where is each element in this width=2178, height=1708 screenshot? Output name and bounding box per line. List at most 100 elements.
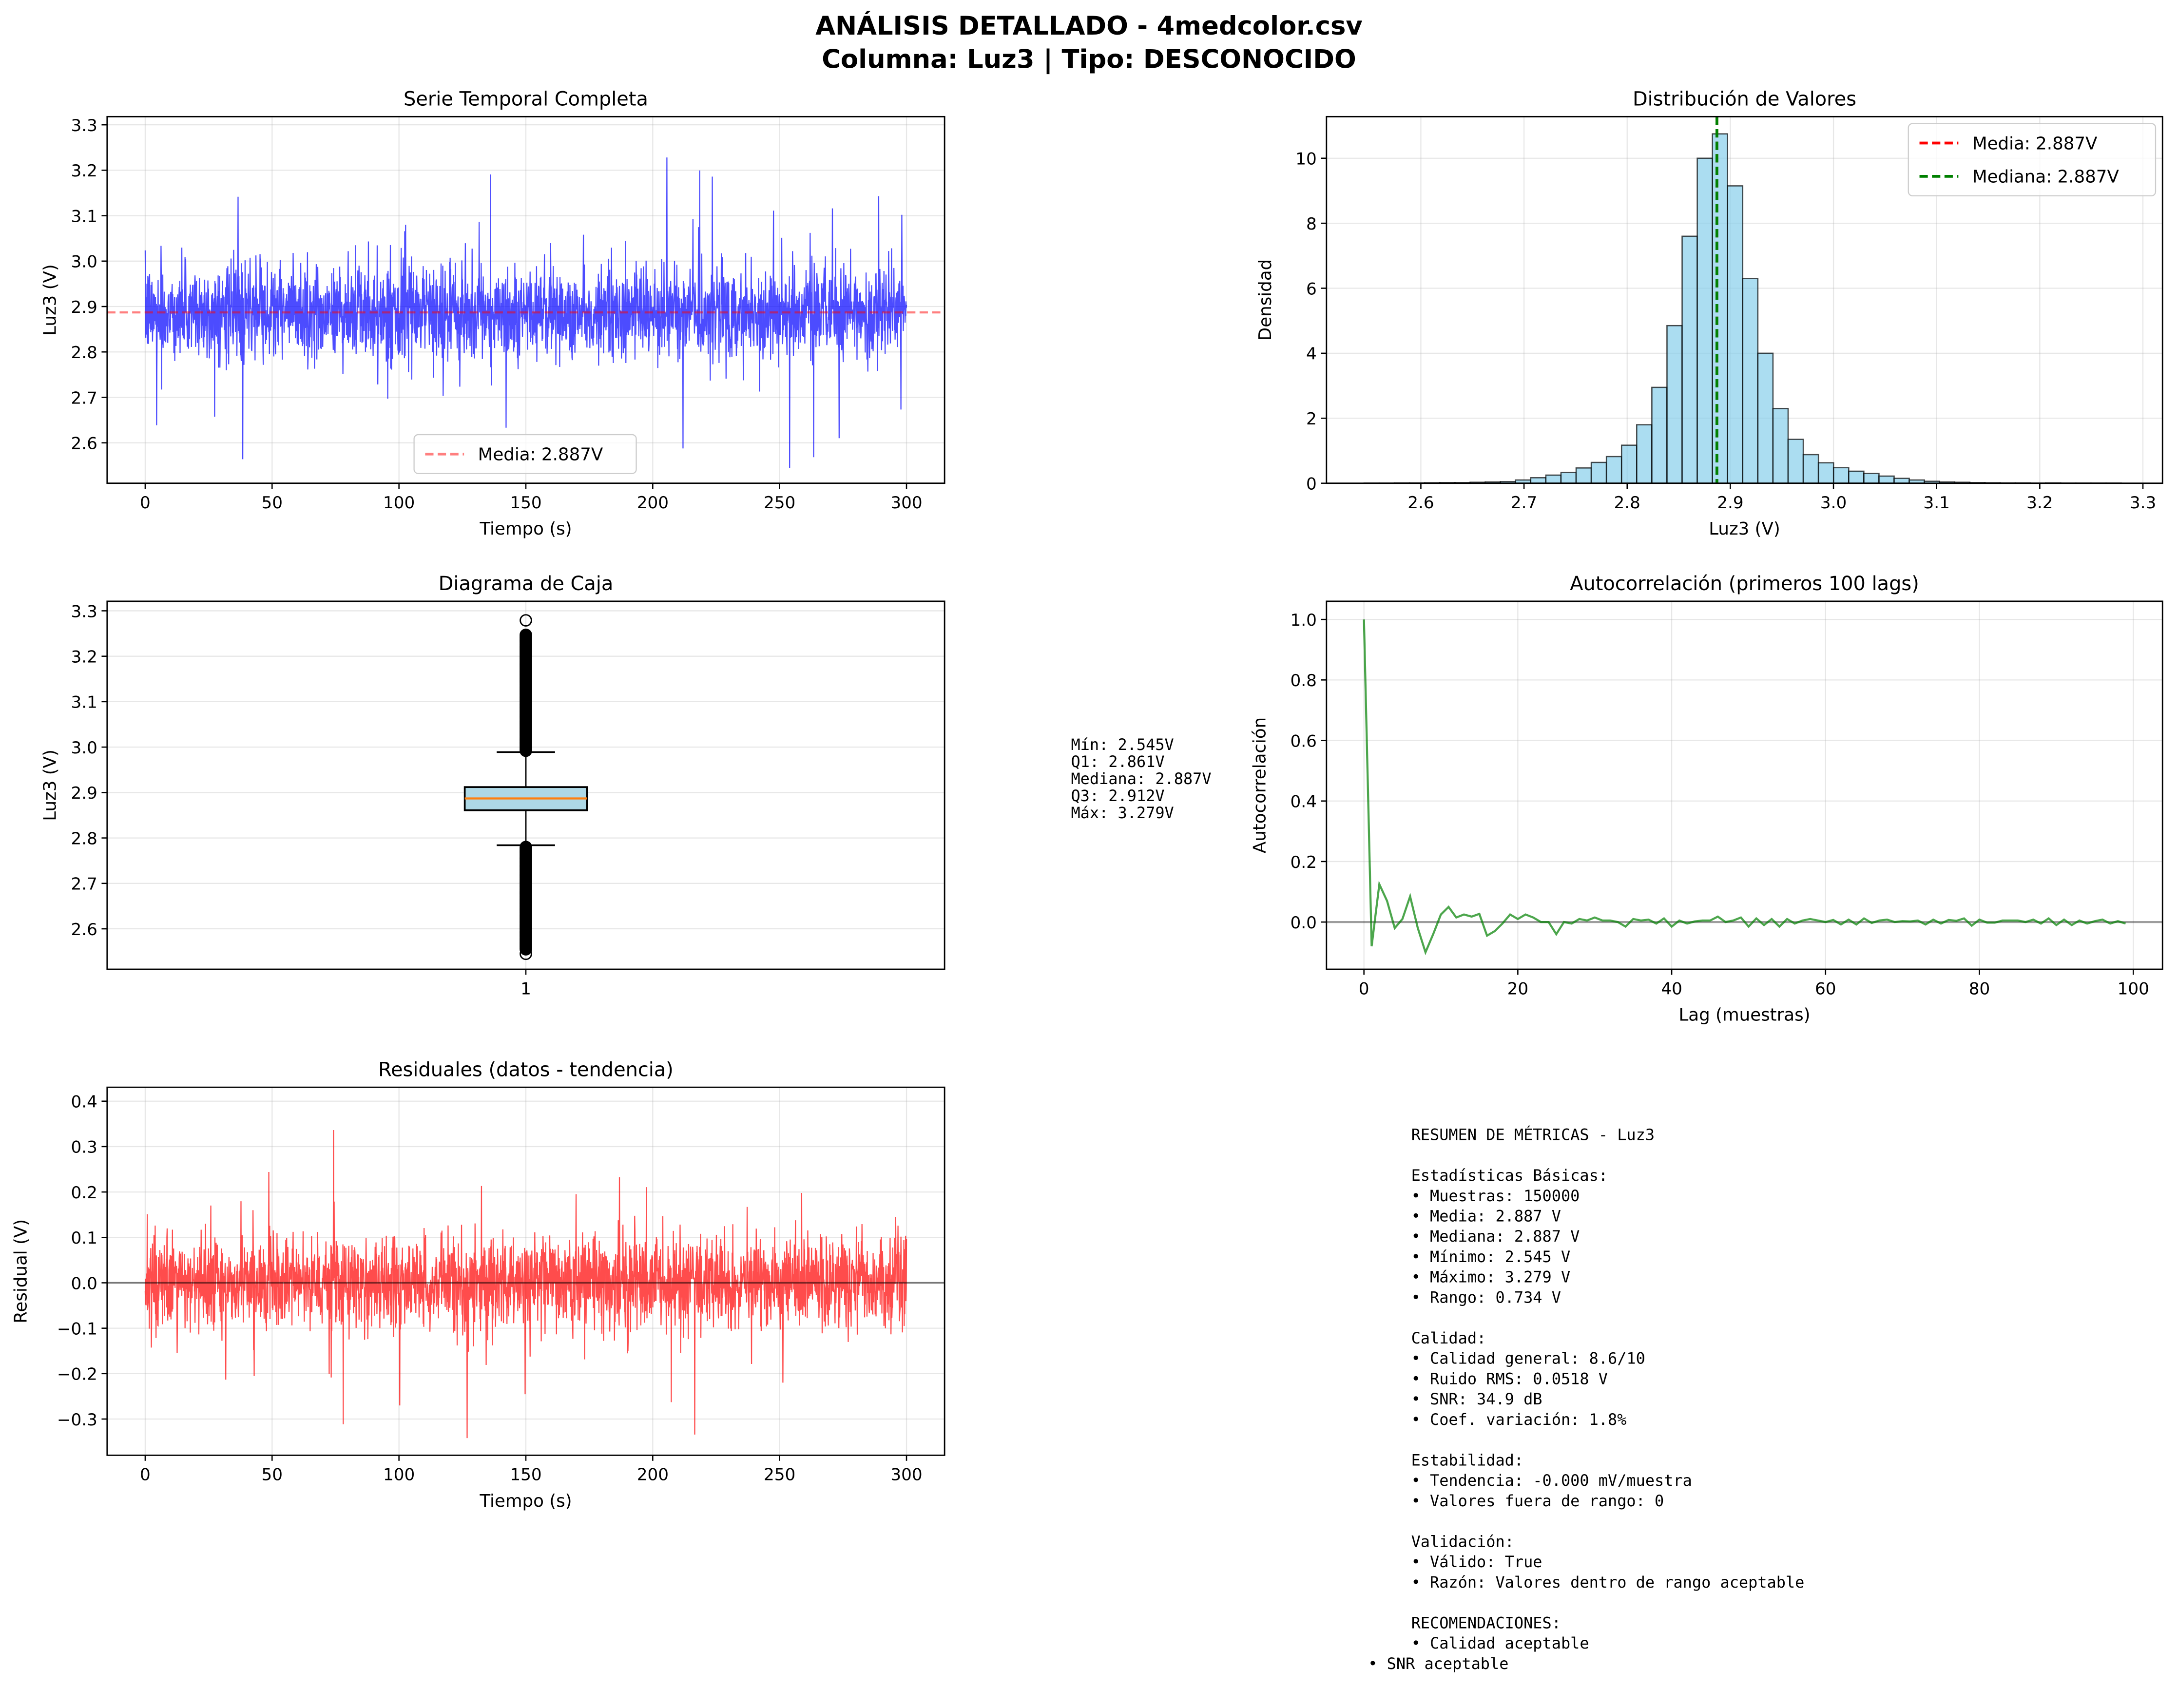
histogram-bar (1681, 235, 1698, 484)
y-tick-label: 0.2 (1290, 853, 1316, 872)
axes-frame (1326, 600, 2163, 970)
summary-line: • Media: 2.887 V (1411, 1207, 1561, 1226)
y-tick-label: 2.6 (71, 920, 97, 940)
y-tick-label: −0.2 (57, 1365, 97, 1384)
summary-line: • Ruido RMS: 0.0518 V (1411, 1369, 1608, 1388)
x-axis-label: Tiempo (s) (479, 519, 572, 539)
histogram-bar (1772, 407, 1789, 484)
x-tick-label: 300 (890, 1465, 922, 1485)
x-tick-label: 80 (1969, 979, 1990, 998)
y-tick-label: −0.1 (57, 1319, 97, 1339)
axes-title: Diagrama de Caja (439, 573, 614, 595)
y-tick-label: 1.0 (1290, 611, 1316, 630)
boxplot-stat-line: Mín: 2.545V (1071, 735, 1174, 754)
x-tick-label: 40 (1661, 979, 1682, 998)
axes-title: Distribución de Valores (1633, 88, 1856, 111)
histogram-bar (1757, 352, 1774, 484)
histogram-bar (1590, 461, 1607, 484)
histogram-panel: 2.6 2.7 2.8 2.9 3.0 3.1 3.2 3.3 0 2 4 6 8 10 Distribuc… (1255, 88, 2163, 539)
summary-line: Calidad: (1411, 1329, 1486, 1347)
boxplot-panel: 2.6 2.7 2.8 2.9 3.0 3.1 3.2 3.3 1 Diagrama de Caj… (40, 573, 945, 998)
summary-line: • SNR: 34.9 dB (1411, 1390, 1542, 1408)
y-tick-label: 3.0 (71, 252, 97, 272)
histogram-bar (1530, 477, 1547, 484)
outlier-point (520, 629, 532, 641)
y-axis-label: Autocorrelación (1250, 717, 1270, 853)
y-tick-label: 4 (1306, 345, 1317, 364)
figure-title-line1: ANÁLISIS DETALLADO - 4medcolor.csv (815, 10, 1362, 41)
histogram-bar (1651, 386, 1668, 484)
y-tick-label: 3.0 (71, 738, 97, 758)
summary-line: Validación: (1411, 1532, 1514, 1551)
histogram-bar (1817, 462, 1834, 484)
y-tick-label: 3.3 (71, 602, 97, 621)
legend-label: Mediana: 2.887V (1972, 167, 2120, 187)
x-axis-label: Luz3 (V) (1709, 519, 1780, 539)
x-tick-label: 2.6 (1407, 493, 1434, 513)
y-tick-label: 0.4 (1290, 792, 1316, 812)
y-axis-label: Residual (V) (11, 1219, 31, 1324)
x-axis-label: Tiempo (s) (479, 1491, 572, 1511)
y-tick-label: 2.8 (71, 829, 97, 848)
histogram-bar (1560, 472, 1577, 484)
y-tick-label: 2.7 (71, 875, 97, 894)
summary-line: • Mínimo: 2.545 V (1411, 1247, 1571, 1266)
y-axis-label: Densidad (1255, 259, 1275, 341)
x-tick-label: 0 (140, 1465, 151, 1485)
histogram-bar (1575, 467, 1592, 484)
y-tick-label: 0.6 (1290, 731, 1316, 751)
summary-line: • Máximo: 3.279 V (1411, 1268, 1571, 1286)
histogram-bar (1636, 424, 1653, 484)
y-tick-label: 2.9 (71, 784, 97, 803)
histogram-bar (1878, 475, 1895, 484)
summary-line: • SNR aceptable (1368, 1654, 1508, 1673)
x-tick-label: 0 (140, 493, 151, 513)
summary-line: Estabilidad: (1411, 1451, 1524, 1469)
y-tick-label: 0.3 (71, 1138, 97, 1157)
histogram-bar (1666, 325, 1683, 484)
summary-line: • Tendencia: -0.000 mV/muestra (1411, 1471, 1692, 1490)
y-tick-label: 3.1 (71, 207, 97, 226)
autocorrelation-panel: 0 20 40 60 80 100 0.0 0.2 0.4 0.6 0.8 1.0 Autocorrel… (1250, 573, 2163, 1025)
summary-line: RECOMENDACIONES: (1411, 1613, 1561, 1632)
histogram-bar (1712, 133, 1729, 484)
x-tick-label: 150 (510, 493, 541, 513)
y-tick-label: 0.8 (1290, 671, 1316, 691)
histogram-bar (1605, 456, 1622, 484)
x-axis-label: Lag (muestras) (1678, 1005, 1810, 1025)
x-tick-label: 20 (1507, 979, 1529, 998)
x-tick-label: 100 (383, 1465, 415, 1485)
histogram-bar (1787, 439, 1804, 484)
boxplot-stat-line: Q1: 2.861V (1071, 752, 1164, 771)
outlier-point (520, 614, 532, 627)
x-tick-label: 3.0 (1820, 493, 1847, 513)
x-tick-label: 2.9 (1717, 493, 1743, 513)
x-tick-label: 60 (1815, 979, 1836, 998)
figure-title-line2: Columna: Luz3 | Tipo: DESCONOCIDO (822, 45, 1356, 75)
legend-frame (1908, 123, 2157, 196)
legend-label: Media: 2.887V (1972, 134, 2098, 154)
y-tick-label: 3.3 (71, 116, 97, 135)
histogram-bar (1802, 454, 1819, 484)
histogram-bar (1893, 478, 1910, 484)
x-tick-label: 3.1 (1924, 493, 1950, 513)
legend-label: Media: 2.887V (478, 445, 603, 465)
summary-line: Estadísticas Básicas: (1411, 1166, 1608, 1185)
boxplot-stat-line: Q3: 2.912V (1071, 787, 1164, 805)
summary-line: RESUMEN DE MÉTRICAS - Luz3 (1411, 1126, 1655, 1144)
y-tick-label: 2.9 (71, 298, 97, 317)
x-tick-label: 150 (510, 1465, 541, 1485)
summary-line: • Calidad aceptable (1411, 1634, 1589, 1652)
x-tick-label: 50 (262, 493, 283, 513)
outlier-point (520, 947, 532, 960)
summary-line: • Muestras: 150000 (1411, 1187, 1580, 1205)
summary-line: • Valores fuera de rango: 0 (1411, 1492, 1664, 1510)
x-tick-label: 0 (1359, 979, 1369, 998)
x-tick-label: 3.2 (2026, 493, 2053, 513)
histogram-bar (1727, 185, 1744, 484)
histogram-bar (1696, 157, 1713, 484)
metrics-summary: RESUMEN DE MÉTRICAS - Luz3 Estadísticas B… (1368, 1126, 1804, 1673)
x-tick-label: 200 (637, 1465, 669, 1485)
boxplot-stat-line: Mediana: 2.887V (1071, 769, 1211, 788)
